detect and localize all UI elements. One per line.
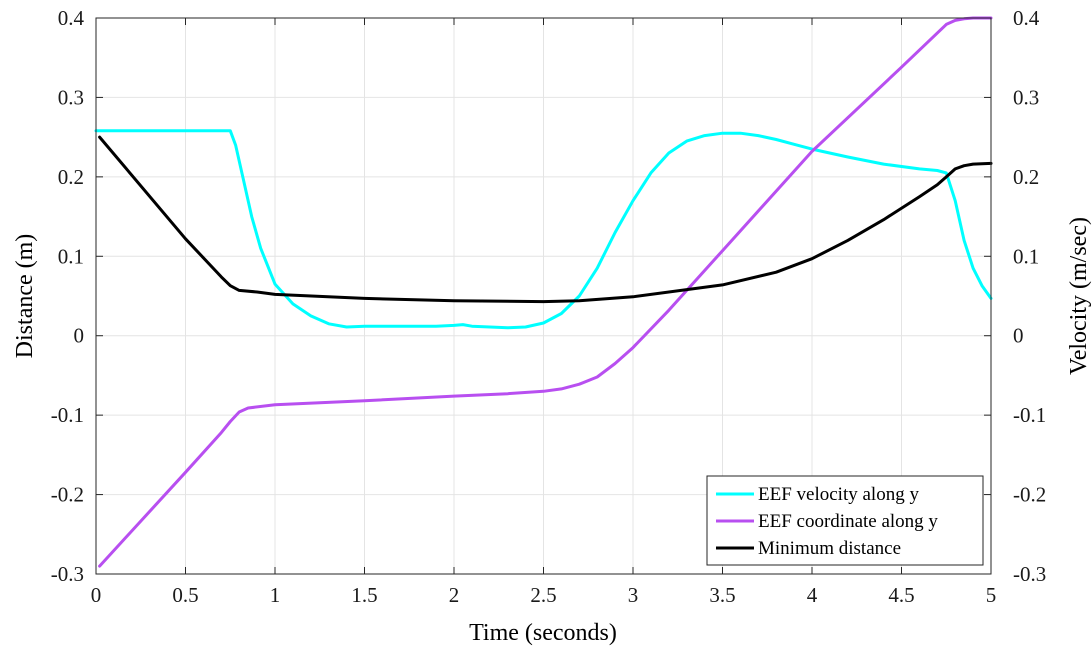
x-tick-label: 2.5 xyxy=(530,583,556,607)
x-tick-label: 1.5 xyxy=(351,583,377,607)
right-y-tick-label: -0.2 xyxy=(1013,483,1046,507)
x-tick-label: 0.5 xyxy=(172,583,198,607)
coordinate-line xyxy=(98,16,993,568)
x-tick-label: 4 xyxy=(807,583,818,607)
ticks: 0 0.5 1 1.5 2 2.5 3 3.5 4 4.5 5 -0.3 -0.2 -0.1 0 0.1 0.2… xyxy=(51,6,1047,607)
right-y-tick-label: -0.1 xyxy=(1013,403,1046,427)
left-y-tick-label: -0.3 xyxy=(51,562,84,586)
right-y-tick-label: 0.4 xyxy=(1013,6,1040,30)
legend: EEF velocity along y EEF coordinate alon… xyxy=(706,475,984,566)
series-layer xyxy=(94,16,993,568)
x-tick-label: 5 xyxy=(986,583,997,607)
left-y-tick-label: -0.2 xyxy=(51,483,84,507)
right-y-axis-title: Velocity (m/sec) xyxy=(1066,217,1092,375)
x-tick-label: 1 xyxy=(270,583,281,607)
x-tick-label: 4.5 xyxy=(888,583,914,607)
min-distance-line xyxy=(98,135,993,304)
x-tick-label: 3.5 xyxy=(709,583,735,607)
legend-label-min-distance: Minimum distance xyxy=(758,538,901,559)
x-axis-title: Time (seconds) xyxy=(469,620,617,646)
right-y-tick-label: -0.3 xyxy=(1013,562,1046,586)
x-tick-label: 3 xyxy=(628,583,639,607)
x-tick-label: 2 xyxy=(449,583,460,607)
legend-label-velocity: EEF velocity along y xyxy=(758,484,919,505)
left-y-tick-label: 0.1 xyxy=(58,244,84,268)
velocity-line xyxy=(94,129,993,330)
right-y-tick-label: 0.2 xyxy=(1013,165,1039,189)
right-y-tick-label: 0.1 xyxy=(1013,244,1039,268)
left-y-axis-title: Distance (m) xyxy=(12,234,38,359)
left-y-tick-label: 0.4 xyxy=(58,6,85,30)
right-y-tick-label: 0 xyxy=(1013,324,1024,348)
left-y-tick-label: 0.3 xyxy=(58,85,84,109)
left-y-tick-label: -0.1 xyxy=(51,403,84,427)
left-y-tick-label: 0.2 xyxy=(58,165,84,189)
right-y-tick-label: 0.3 xyxy=(1013,85,1039,109)
legend-label-coordinate: EEF coordinate along y xyxy=(758,511,938,532)
x-tick-label: 0 xyxy=(91,583,102,607)
left-y-tick-label: 0 xyxy=(74,324,85,348)
